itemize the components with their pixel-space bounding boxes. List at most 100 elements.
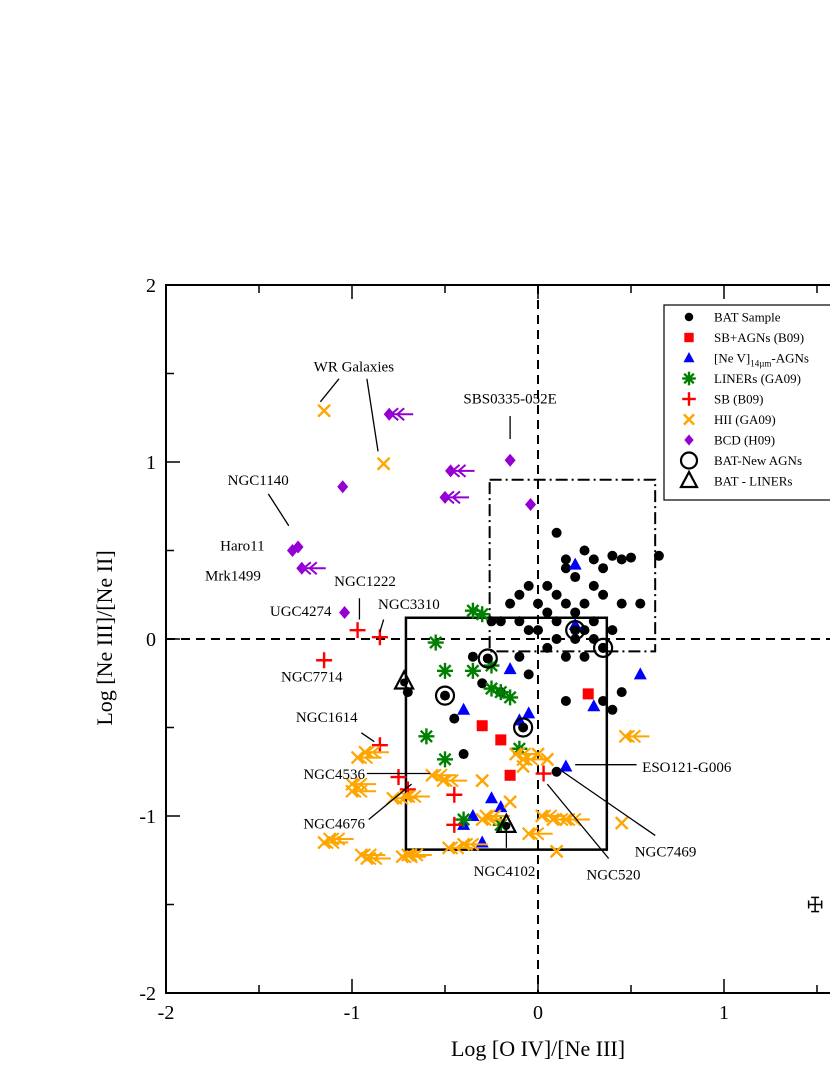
- data-point: [533, 598, 543, 609]
- data-point: [434, 685, 456, 706]
- data-point: [579, 651, 590, 662]
- data-point: [449, 713, 460, 724]
- annotation-label: NGC1140: [228, 473, 289, 489]
- data-point: [616, 598, 627, 609]
- data-point: [486, 616, 497, 627]
- legend-item: LINERs (GA09): [682, 371, 801, 386]
- data-point: [579, 545, 590, 556]
- annotation-ngc1140: NGC1140: [228, 473, 290, 527]
- annotation-label: NGC4676: [303, 816, 365, 832]
- annotation-label: WR Galaxies: [314, 360, 395, 376]
- x-tick-label: -2: [158, 1002, 175, 1024]
- legend-item: HII (GA09): [683, 412, 776, 427]
- data-point: [559, 812, 590, 827]
- data-point: [503, 662, 517, 675]
- data-point: [522, 706, 536, 719]
- annotation-label: NGC4102: [474, 864, 536, 880]
- data-point: [598, 695, 609, 706]
- data-point: [477, 648, 498, 669]
- data-point: [551, 527, 562, 538]
- annotation-pointer: [546, 783, 610, 859]
- data-point: [542, 642, 553, 653]
- data-point: [495, 616, 506, 627]
- annotation-ngc3310: NGC3310: [378, 597, 440, 633]
- annotation-label: NGC7714: [281, 669, 343, 685]
- annotation-ngc4676: NGC4676: [303, 783, 412, 832]
- region-box-solid: [404, 616, 609, 851]
- data-point: [540, 752, 555, 767]
- legend-label: SB+AGNs (B09): [714, 330, 804, 345]
- x-tick-label: 0: [533, 1002, 543, 1024]
- series-sb-agns-b09-: [476, 688, 594, 781]
- data-point: [653, 550, 664, 561]
- legend-label: [Ne V]14µm-AGNs: [714, 351, 809, 369]
- data-point: [549, 844, 564, 859]
- data-point: [582, 688, 594, 700]
- data-point: [523, 625, 534, 636]
- data-point: [533, 625, 543, 636]
- data-point: [464, 662, 481, 679]
- data-point: [588, 580, 599, 591]
- data-point: [616, 687, 627, 698]
- y-tick-label: -2: [139, 983, 156, 1005]
- data-point: [588, 616, 599, 627]
- legend-label: SB (B09): [714, 392, 763, 407]
- data-point: [516, 752, 548, 767]
- data-point: [494, 800, 508, 813]
- annotation-ngc4102: NGC4102: [474, 826, 536, 880]
- data-point: [376, 456, 391, 471]
- data-point: [523, 580, 534, 591]
- annotation-ngc7714: NGC7714: [281, 669, 343, 685]
- data-point: [455, 811, 472, 828]
- data-point: [502, 689, 519, 706]
- data-point: [390, 769, 407, 786]
- y-axis-label: Log [Ne III]/[Ne II]: [92, 550, 117, 725]
- x-tick-label: 1: [719, 1002, 729, 1024]
- data-point: [588, 634, 599, 644]
- annotation-label: NGC3310: [378, 597, 440, 613]
- data-point: [614, 816, 629, 830]
- data-point: [635, 598, 646, 609]
- annotation-label: NGC7469: [635, 845, 697, 861]
- data-point: [504, 453, 516, 467]
- annotation-pointer: [366, 378, 379, 452]
- data-point: [467, 651, 478, 662]
- y-tick-label: 2: [146, 275, 156, 297]
- legend-item: SB+AGNs (B09): [684, 330, 804, 345]
- data-point: [495, 734, 507, 746]
- data-point: [474, 606, 491, 623]
- legend-label: HII (GA09): [714, 412, 776, 427]
- annotation-label: SBS0335-052E: [463, 392, 556, 408]
- data-point: [535, 765, 552, 782]
- data-point: [358, 745, 390, 760]
- data-point: [588, 554, 599, 565]
- data-point: [436, 773, 468, 788]
- regions-layer: [166, 285, 830, 993]
- data-point: [560, 651, 571, 662]
- data-point: [401, 848, 432, 862]
- legend-label: LINERs (GA09): [714, 371, 801, 386]
- data-point: [393, 669, 415, 690]
- data-point: [551, 616, 562, 627]
- legend-item: BAT-New AGNs: [679, 451, 802, 470]
- legend-item: BCD (H09): [684, 433, 775, 448]
- data-point: [337, 480, 349, 494]
- legend-item: [Ne V]14µm-AGNs: [683, 351, 809, 369]
- annotation-pointer: [319, 378, 340, 403]
- data-point: [542, 607, 553, 618]
- annotation-ngc1222: NGC1222: [334, 574, 396, 620]
- series-bcd-h09-upper-limits: [296, 407, 475, 575]
- data-point: [476, 720, 488, 732]
- data-point: [560, 695, 571, 706]
- data-point: [437, 751, 453, 768]
- data-point: [446, 786, 463, 803]
- x-tick-label: -1: [344, 1002, 361, 1024]
- data-point: [521, 826, 553, 841]
- data-point: [598, 563, 609, 574]
- data-point: [570, 572, 581, 583]
- annotation-pointer: [368, 783, 412, 821]
- data-point: [607, 550, 618, 561]
- data-point: [492, 684, 509, 701]
- data-point: [445, 464, 475, 478]
